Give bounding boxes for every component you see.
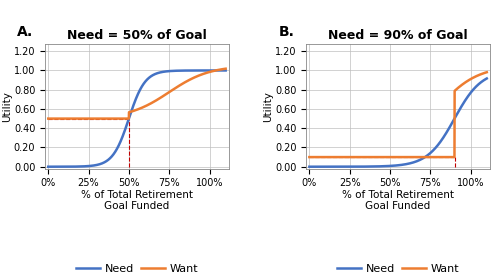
Y-axis label: Utility: Utility <box>2 91 12 122</box>
Legend: Need, Want: Need, Want <box>332 259 464 272</box>
Title: Need = 50% of Goal: Need = 50% of Goal <box>67 29 207 42</box>
Text: B.: B. <box>278 25 294 39</box>
Title: Need = 90% of Goal: Need = 90% of Goal <box>328 29 468 42</box>
Y-axis label: Utility: Utility <box>264 91 274 122</box>
Legend: Need, Want: Need, Want <box>72 259 202 272</box>
Text: A.: A. <box>18 25 34 39</box>
X-axis label: % of Total Retirement
Goal Funded: % of Total Retirement Goal Funded <box>342 190 454 211</box>
X-axis label: % of Total Retirement
Goal Funded: % of Total Retirement Goal Funded <box>81 190 193 211</box>
